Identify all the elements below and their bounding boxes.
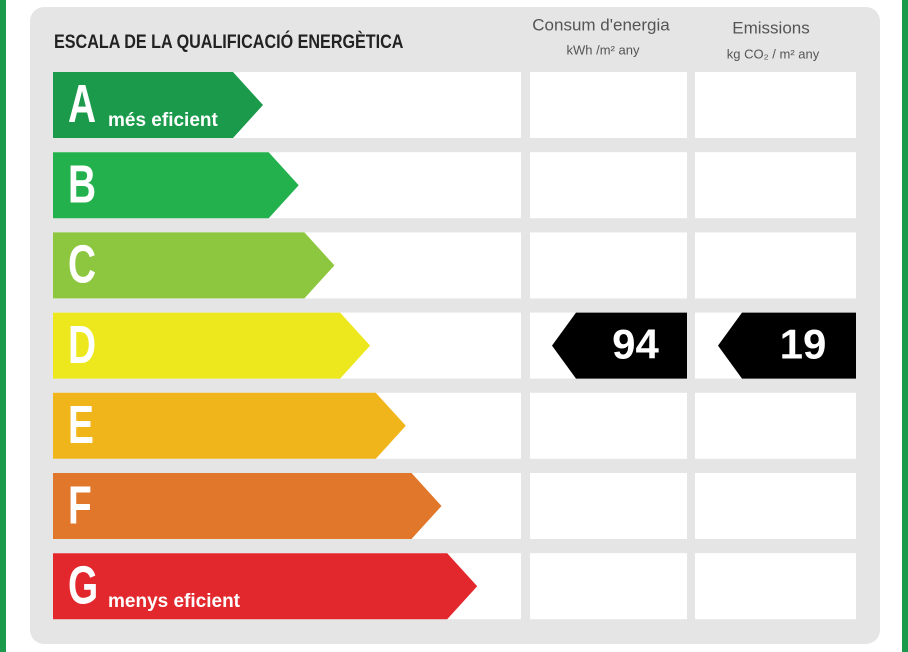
column-unit: kg CO₂ / m² any (727, 46, 820, 61)
result-cell (530, 392, 687, 459)
result-arrow (552, 312, 687, 379)
class-note: menys eficient (108, 591, 241, 612)
border-left (0, 0, 6, 652)
result-cell (530, 232, 687, 299)
class-arrow (53, 312, 371, 379)
class-letter: E (68, 394, 94, 455)
class-arrow (53, 392, 406, 459)
result-cell (695, 473, 856, 539)
class-arrow (53, 553, 478, 620)
class-arrow (53, 152, 299, 219)
result-cell (530, 152, 687, 219)
result-cell (695, 392, 856, 459)
class-arrow (53, 232, 335, 299)
result-cell (695, 72, 856, 138)
class-arrow (53, 473, 442, 539)
column-title: Emissions (732, 18, 809, 37)
result-cell (695, 152, 856, 219)
result-cell (695, 232, 856, 299)
result-value: 94 (612, 321, 659, 368)
class-letter: D (68, 314, 96, 375)
column-unit: kWh /m² any (567, 42, 640, 57)
column-title: Consum d'energia (532, 15, 670, 34)
border-right (902, 0, 908, 652)
title: ESCALA DE LA QUALIFICACIÓ ENERGÈTICA (54, 30, 404, 53)
result-cell (695, 553, 856, 620)
class-note: més eficient (108, 110, 218, 131)
class-letter: G (68, 554, 98, 615)
result-value: 19 (780, 321, 827, 368)
result-arrow (718, 312, 856, 379)
class-letter: F (68, 474, 92, 535)
class-letter: C (68, 233, 96, 294)
result-cell (530, 473, 687, 539)
result-cell (530, 553, 687, 620)
class-letter: A (68, 73, 96, 134)
class-arrow (53, 72, 263, 138)
result-cell (530, 72, 687, 138)
class-letter: B (68, 153, 96, 214)
